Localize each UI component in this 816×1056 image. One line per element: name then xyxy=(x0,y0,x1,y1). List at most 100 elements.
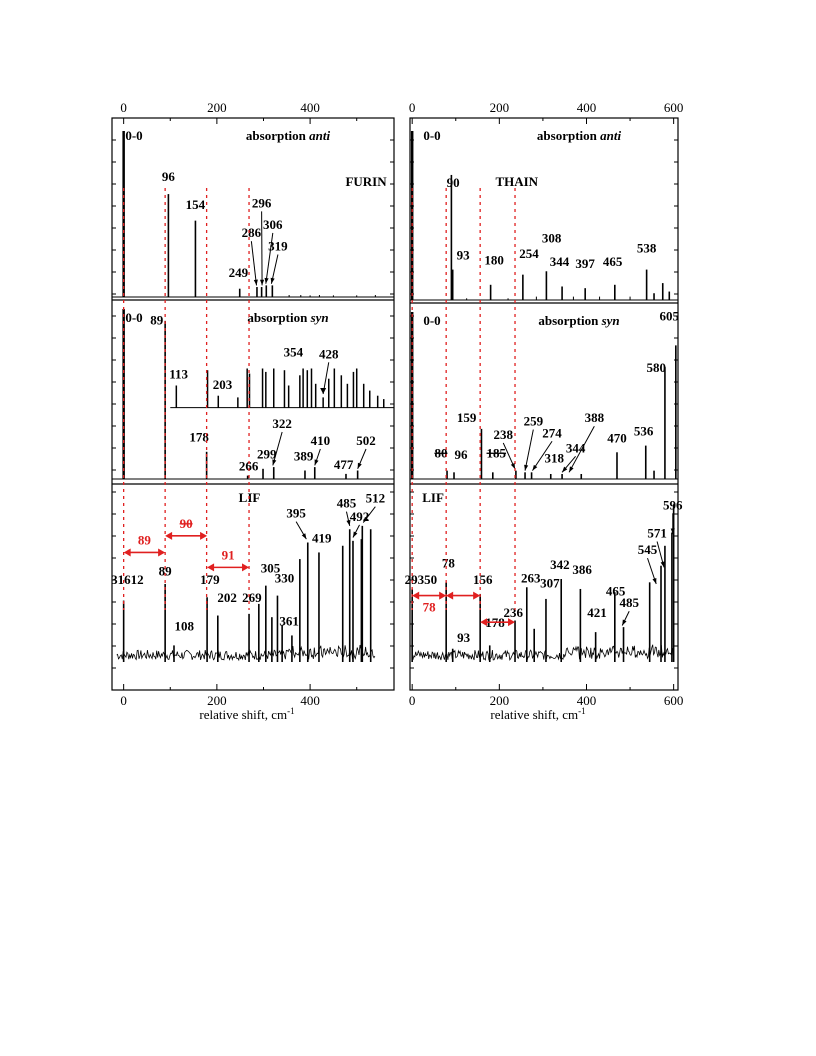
peak-label: 93 xyxy=(457,630,471,645)
panel-title: LIF xyxy=(422,490,444,505)
lif-baseline-noise xyxy=(411,644,674,661)
panel-title: absorption syn xyxy=(538,313,619,328)
annotation-arrow xyxy=(524,429,534,471)
gap-arrow-head-right xyxy=(473,591,481,600)
peak-label: 389 xyxy=(294,448,314,463)
panel-title: absorption anti xyxy=(246,128,331,143)
arrow-head xyxy=(532,464,538,471)
tick-label-top: 0 xyxy=(409,100,416,115)
peak-label: 180 xyxy=(484,253,504,268)
inset-peak-label: 428 xyxy=(319,346,339,361)
peak-label: 96 xyxy=(162,169,176,184)
gap-arrow-head-right xyxy=(439,591,447,600)
tick-label-bottom: 200 xyxy=(207,693,227,708)
peak-label: 263 xyxy=(521,570,541,585)
annotation-arrow xyxy=(532,440,553,471)
gap-arrow-head-left xyxy=(480,618,488,627)
tick-label-top: 400 xyxy=(577,100,597,115)
peak-label: 185 xyxy=(487,445,507,460)
gap-arrow-head-right xyxy=(242,563,250,572)
tick-label-top: 0 xyxy=(120,100,127,115)
arrow-head xyxy=(524,464,529,471)
peak-label: 330 xyxy=(275,570,295,585)
lif-baseline-noise xyxy=(116,644,376,662)
peak-label: 492 xyxy=(350,509,370,524)
zero-zero-tag: 0-0 xyxy=(423,128,440,143)
peak-label: 342 xyxy=(550,557,570,572)
inset-peak-label: 354 xyxy=(284,345,304,360)
peak-label: 286 xyxy=(242,225,262,240)
arrow-head xyxy=(652,577,657,584)
tick-label-bottom: 0 xyxy=(120,693,127,708)
peak-label: 465 xyxy=(606,584,626,599)
gap-label: 78 xyxy=(423,600,437,615)
chart-furin: 0 0 200 200 400 400 relative shift, cm-1 96 154 2… xyxy=(111,100,395,722)
peak-label: 485 xyxy=(619,595,639,610)
peak-label: 386 xyxy=(572,562,592,577)
peak-label: 236 xyxy=(504,605,524,620)
arrow-head xyxy=(357,462,362,469)
panel-anti: 96 154 249 286 296 306 319 absorption anti 0-0 FU… xyxy=(112,128,394,298)
x-axis-label-sup: -1 xyxy=(287,706,295,716)
gap-label: 90 xyxy=(180,516,193,531)
gap-label: 89 xyxy=(138,532,152,547)
molecule-name: FURIN xyxy=(345,174,387,189)
gap-arrow-head-right xyxy=(200,531,208,540)
zero-zero-tag: 0-0 xyxy=(125,128,142,143)
chart-thain: 0 0 200 200 400 400 600 600 relative shift, cm-1… xyxy=(405,100,684,722)
panel-title-em: anti xyxy=(600,128,621,143)
molecule-name: THAIN xyxy=(495,174,538,189)
peak-label: 259 xyxy=(524,414,544,429)
panel-title-em: syn xyxy=(601,313,620,328)
panel-title: absorption anti xyxy=(537,128,622,143)
arrow-head xyxy=(622,619,627,626)
peak-label: 465 xyxy=(603,254,623,269)
gap-arrow-head-right xyxy=(508,618,516,627)
peak-label: 545 xyxy=(638,542,658,557)
peak-label: 90 xyxy=(447,175,460,190)
gap-arrow-head-left xyxy=(446,591,454,600)
peak-label: 571 xyxy=(647,526,667,541)
arrow-head xyxy=(660,561,665,568)
tick-label-top: 200 xyxy=(490,100,510,115)
peak-label: 421 xyxy=(587,605,607,620)
peak-label: 29350 xyxy=(405,572,438,587)
peak-label: 536 xyxy=(634,424,654,439)
arrow-head xyxy=(346,519,351,526)
peak-label: 78 xyxy=(442,555,456,570)
peak-label: 179 xyxy=(200,572,220,587)
x-axis-label: relative shift, cm-1 xyxy=(199,706,294,722)
gap-arrow-head-right xyxy=(158,548,166,557)
tick-label-bottom: 400 xyxy=(300,693,320,708)
gap-arrow-head-left xyxy=(123,548,131,557)
peak-label: 397 xyxy=(575,256,595,271)
arrow-head xyxy=(562,466,568,473)
x-axis-label: relative shift, cm-1 xyxy=(490,706,585,722)
peak-label: 249 xyxy=(229,265,249,280)
peak-label: 266 xyxy=(239,459,259,474)
tick-label-top: 600 xyxy=(664,100,684,115)
arrow-head xyxy=(363,516,369,523)
peak-label: 254 xyxy=(519,246,539,261)
annotation-arrow xyxy=(568,425,595,473)
arrow-head xyxy=(264,277,269,284)
arrow-head xyxy=(352,531,358,538)
panel-title-em: anti xyxy=(309,128,330,143)
peak-label: 202 xyxy=(217,590,237,605)
arrow-head xyxy=(259,279,265,286)
annotation-arrow xyxy=(250,241,257,286)
inset-peak-label: 203 xyxy=(213,377,233,392)
peak-label: 108 xyxy=(174,618,194,633)
peak-label: 306 xyxy=(263,217,283,232)
peak-label: 31612 xyxy=(111,572,144,587)
peak-label: 269 xyxy=(242,590,262,605)
arrow-head xyxy=(314,459,319,466)
peak-label: 538 xyxy=(637,241,657,256)
peak-label: 274 xyxy=(542,425,562,440)
peak-label: 580 xyxy=(646,360,666,375)
